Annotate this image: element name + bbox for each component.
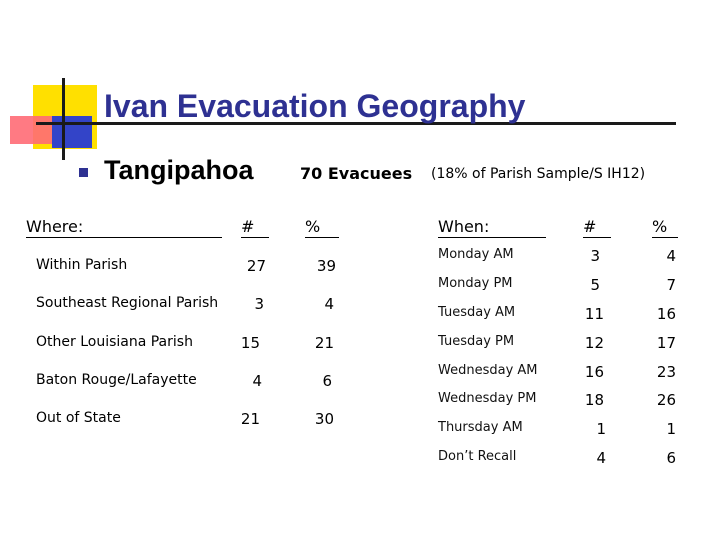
when-row-count: 11 xyxy=(584,305,604,323)
when-row-pct: 26 xyxy=(656,391,676,409)
when-row-pct: 7 xyxy=(666,276,676,294)
where-row-count: 3 xyxy=(254,295,264,313)
where-row-count: 27 xyxy=(246,257,266,275)
when-row-label: Monday PM xyxy=(438,276,513,291)
where-pct-header: % xyxy=(305,217,339,238)
where-row-pct: 39 xyxy=(316,257,336,275)
where-row-label: Within Parish xyxy=(36,257,128,273)
when-row-label: Thursday AM xyxy=(438,420,523,435)
decor-blue-square xyxy=(52,116,92,148)
bullet-icon xyxy=(79,168,88,177)
where-row-pct: 21 xyxy=(314,334,334,352)
where-row-label: Southeast Regional Parish xyxy=(36,295,219,311)
where-row-count: 4 xyxy=(252,372,262,390)
decor-horizontal-line xyxy=(36,122,676,125)
when-row-label: Monday AM xyxy=(438,247,514,262)
when-row-count: 12 xyxy=(584,334,604,352)
where-row-count: 21 xyxy=(240,410,260,428)
when-row-count: 4 xyxy=(596,449,606,467)
when-row-label: Wednesday PM xyxy=(438,391,537,406)
parish-name: Tangipahoa xyxy=(104,155,254,185)
where-row-label: Out of State xyxy=(36,410,121,426)
when-row-pct: 4 xyxy=(666,247,676,265)
when-row-pct: 1 xyxy=(666,420,676,438)
when-row-count: 5 xyxy=(590,276,600,294)
where-count-header: # xyxy=(241,217,269,238)
when-row-label: Tuesday AM xyxy=(438,305,516,320)
slide-title: Ivan Evacuation Geography xyxy=(104,88,526,124)
sample-note: (18% of Parish Sample/S IH12) xyxy=(431,166,646,182)
where-row-label: Other Louisiana Parish xyxy=(36,334,193,350)
where-row-pct: 30 xyxy=(314,410,334,428)
when-row-pct: 6 xyxy=(666,449,676,467)
where-row-pct: 4 xyxy=(324,295,334,313)
when-row-count: 1 xyxy=(596,420,606,438)
when-row-label: Don’t Recall xyxy=(438,449,517,464)
decor-vertical-line xyxy=(62,78,65,160)
when-row-count: 18 xyxy=(584,391,604,409)
evacuee-count: 70 Evacuees xyxy=(300,164,413,183)
when-row-count: 3 xyxy=(590,247,600,265)
where-row-label: Baton Rouge/Lafayette xyxy=(36,372,197,388)
where-row-pct: 6 xyxy=(322,372,332,390)
when-header: When: xyxy=(438,217,546,238)
decor-red-square xyxy=(10,116,52,144)
where-header: Where: xyxy=(26,217,222,238)
when-pct-header: % xyxy=(652,217,678,238)
when-row-pct: 16 xyxy=(656,305,676,323)
when-row-count: 16 xyxy=(584,363,604,381)
when-row-pct: 17 xyxy=(656,334,676,352)
when-row-label: Wednesday AM xyxy=(438,363,538,378)
when-count-header: # xyxy=(583,217,611,238)
when-row-pct: 23 xyxy=(656,363,676,381)
when-row-label: Tuesday PM xyxy=(438,334,515,349)
where-row-count: 15 xyxy=(240,334,260,352)
